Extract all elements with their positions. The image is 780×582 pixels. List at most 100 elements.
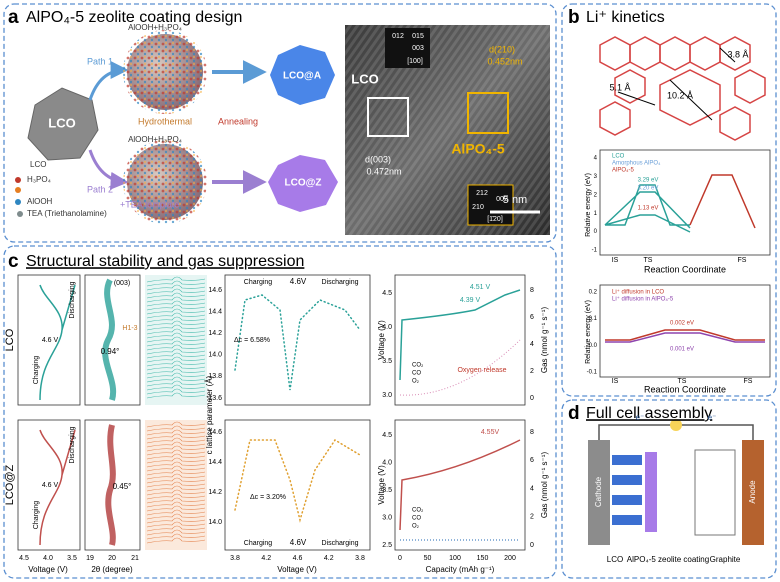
- voltage-labels-lco: Charging: [33, 356, 40, 385]
- illustration: [734, 69, 766, 104]
- diffusion-plot-legend: Li⁺ diffusion in LCO: [612, 289, 664, 296]
- illustration: [146, 485, 206, 492]
- tem-d003: d(003): [365, 154, 391, 164]
- title: Full cell assembly: [586, 405, 712, 422]
- voltage-labels-lcoz: Discharging: [69, 426, 76, 463]
- anode: Anode: [748, 480, 757, 504]
- product2: LCO@Z: [285, 178, 322, 189]
- lattice-labels-lcoz: 4.6V: [290, 538, 307, 547]
- illustration: [146, 276, 206, 399]
- gas-yticks-lcoz: 4.0: [382, 459, 392, 466]
- path1: Path 1: [87, 56, 113, 66]
- illustration: [659, 69, 721, 126]
- illustration: [146, 425, 206, 432]
- lattice-xticks: 3.8: [355, 555, 365, 562]
- voltage-labels-lco: Discharging: [69, 281, 76, 318]
- lattice-labels-lco: 4.6V: [290, 277, 307, 286]
- lattice-labels-lco: Δc = 6.58%: [234, 337, 270, 344]
- gas-xticks: 50: [424, 555, 432, 562]
- illustration: [367, 97, 409, 137]
- illustration: [146, 529, 206, 536]
- energy-plot-legend: Amorphous AlPO₄: [612, 161, 661, 167]
- illustration: [146, 533, 206, 540]
- letter: c: [8, 251, 19, 272]
- xrd-xticks: 19: [86, 555, 94, 562]
- tem-d210-value: 0.452nm: [487, 56, 522, 66]
- illustration: [146, 505, 206, 512]
- lattice-labels-lcoz: Discharging: [322, 540, 359, 547]
- electrons: e⁻: [636, 413, 645, 422]
- illustration: [605, 332, 765, 343]
- energy-plot-yticks: 3: [594, 174, 598, 180]
- panel-border: [561, 399, 777, 579]
- illustration: [694, 449, 736, 536]
- illustration: [102, 278, 117, 401]
- illustration: [39, 284, 76, 401]
- illustration: [670, 419, 682, 431]
- gas-legend-lcoz: O₂: [412, 524, 420, 530]
- gas-y2ticks-lco: 6: [530, 314, 534, 321]
- illustration: [146, 324, 206, 331]
- illustration: [146, 300, 206, 307]
- energy-plot-yticks: 1: [594, 211, 598, 217]
- illustration: [270, 45, 335, 105]
- illustration: [146, 304, 206, 311]
- letter: d: [568, 403, 580, 424]
- gas-y2ticks-lco: 0: [530, 395, 534, 402]
- illustration: [146, 312, 206, 319]
- tem-fft-lco: 015: [412, 33, 424, 40]
- gas-legend-lco: CO: [412, 371, 421, 377]
- gas-legend-lcoz: CO₂: [412, 508, 424, 514]
- energy-plot-xlabel: Reaction Coordinate: [644, 264, 726, 274]
- gas-xticks: 150: [477, 555, 489, 562]
- components: Graphite: [710, 555, 741, 564]
- lattice-xticks: 4.2: [261, 555, 271, 562]
- illustration: [146, 336, 206, 343]
- tem-fft-coating: 210: [472, 204, 484, 211]
- gas-yticks-lcoz: 4.5: [382, 432, 392, 439]
- lattice-yticks-lco: 13.6: [208, 395, 222, 402]
- legend: LCO: [30, 160, 46, 169]
- energy-plot-ylabel: Relative energy (eV): [585, 173, 592, 237]
- voltage-xlabel: Voltage (V): [28, 565, 68, 574]
- illustration: [146, 340, 206, 347]
- illustration: [146, 372, 206, 379]
- diffusion-plot-legend: Li⁺ diffusion in AlPO₄-5: [612, 296, 674, 303]
- diffusion-plot-barriers: 0.002 eV: [670, 321, 694, 327]
- energy-plot-barriers: 1.13 eV: [638, 206, 659, 212]
- illustration: [146, 388, 206, 395]
- illustration: [146, 308, 206, 315]
- illustration: [146, 465, 206, 472]
- illustration: [146, 284, 206, 291]
- illustration: [146, 421, 206, 544]
- illustration: [146, 497, 206, 504]
- diffusion-plot-yticks: -0.1: [587, 370, 598, 376]
- illustration: [599, 36, 766, 141]
- lattice-xticks: 3.8: [230, 555, 240, 562]
- illustration: [15, 177, 21, 183]
- plot-frame: [84, 274, 141, 406]
- gas-y2ticks-lcoz: 4: [530, 485, 534, 492]
- gas-labels-lco: 4.39 V: [460, 297, 481, 304]
- diffusion-plot-barriers: 0.001 eV: [670, 347, 694, 353]
- distances: 3.8 Å: [727, 49, 748, 59]
- illustration: [39, 429, 76, 546]
- illustration: [588, 440, 610, 545]
- voltage-labels-lcoz: Charging: [33, 501, 40, 530]
- gas-y2ticks-lcoz: 8: [530, 429, 534, 436]
- gas-xlabel: Capacity (mAh g⁻¹): [426, 565, 495, 574]
- illustration: [719, 36, 751, 71]
- energy-plot-yticks: -1: [592, 248, 598, 254]
- plot-frame: [224, 274, 371, 406]
- illustration: [399, 439, 521, 531]
- illustration: [15, 187, 21, 193]
- energy-plot-legend: AlPO₄-5: [612, 168, 634, 174]
- illustration: [742, 440, 764, 545]
- illustration: [146, 453, 206, 460]
- lattice-labels-lcoz: Charging: [244, 540, 273, 547]
- lattice-yticks-lco: 14.4: [208, 308, 222, 315]
- illustration: [345, 25, 550, 235]
- tem-scale-bar: 5 nm: [503, 194, 527, 206]
- illustration: [146, 461, 206, 468]
